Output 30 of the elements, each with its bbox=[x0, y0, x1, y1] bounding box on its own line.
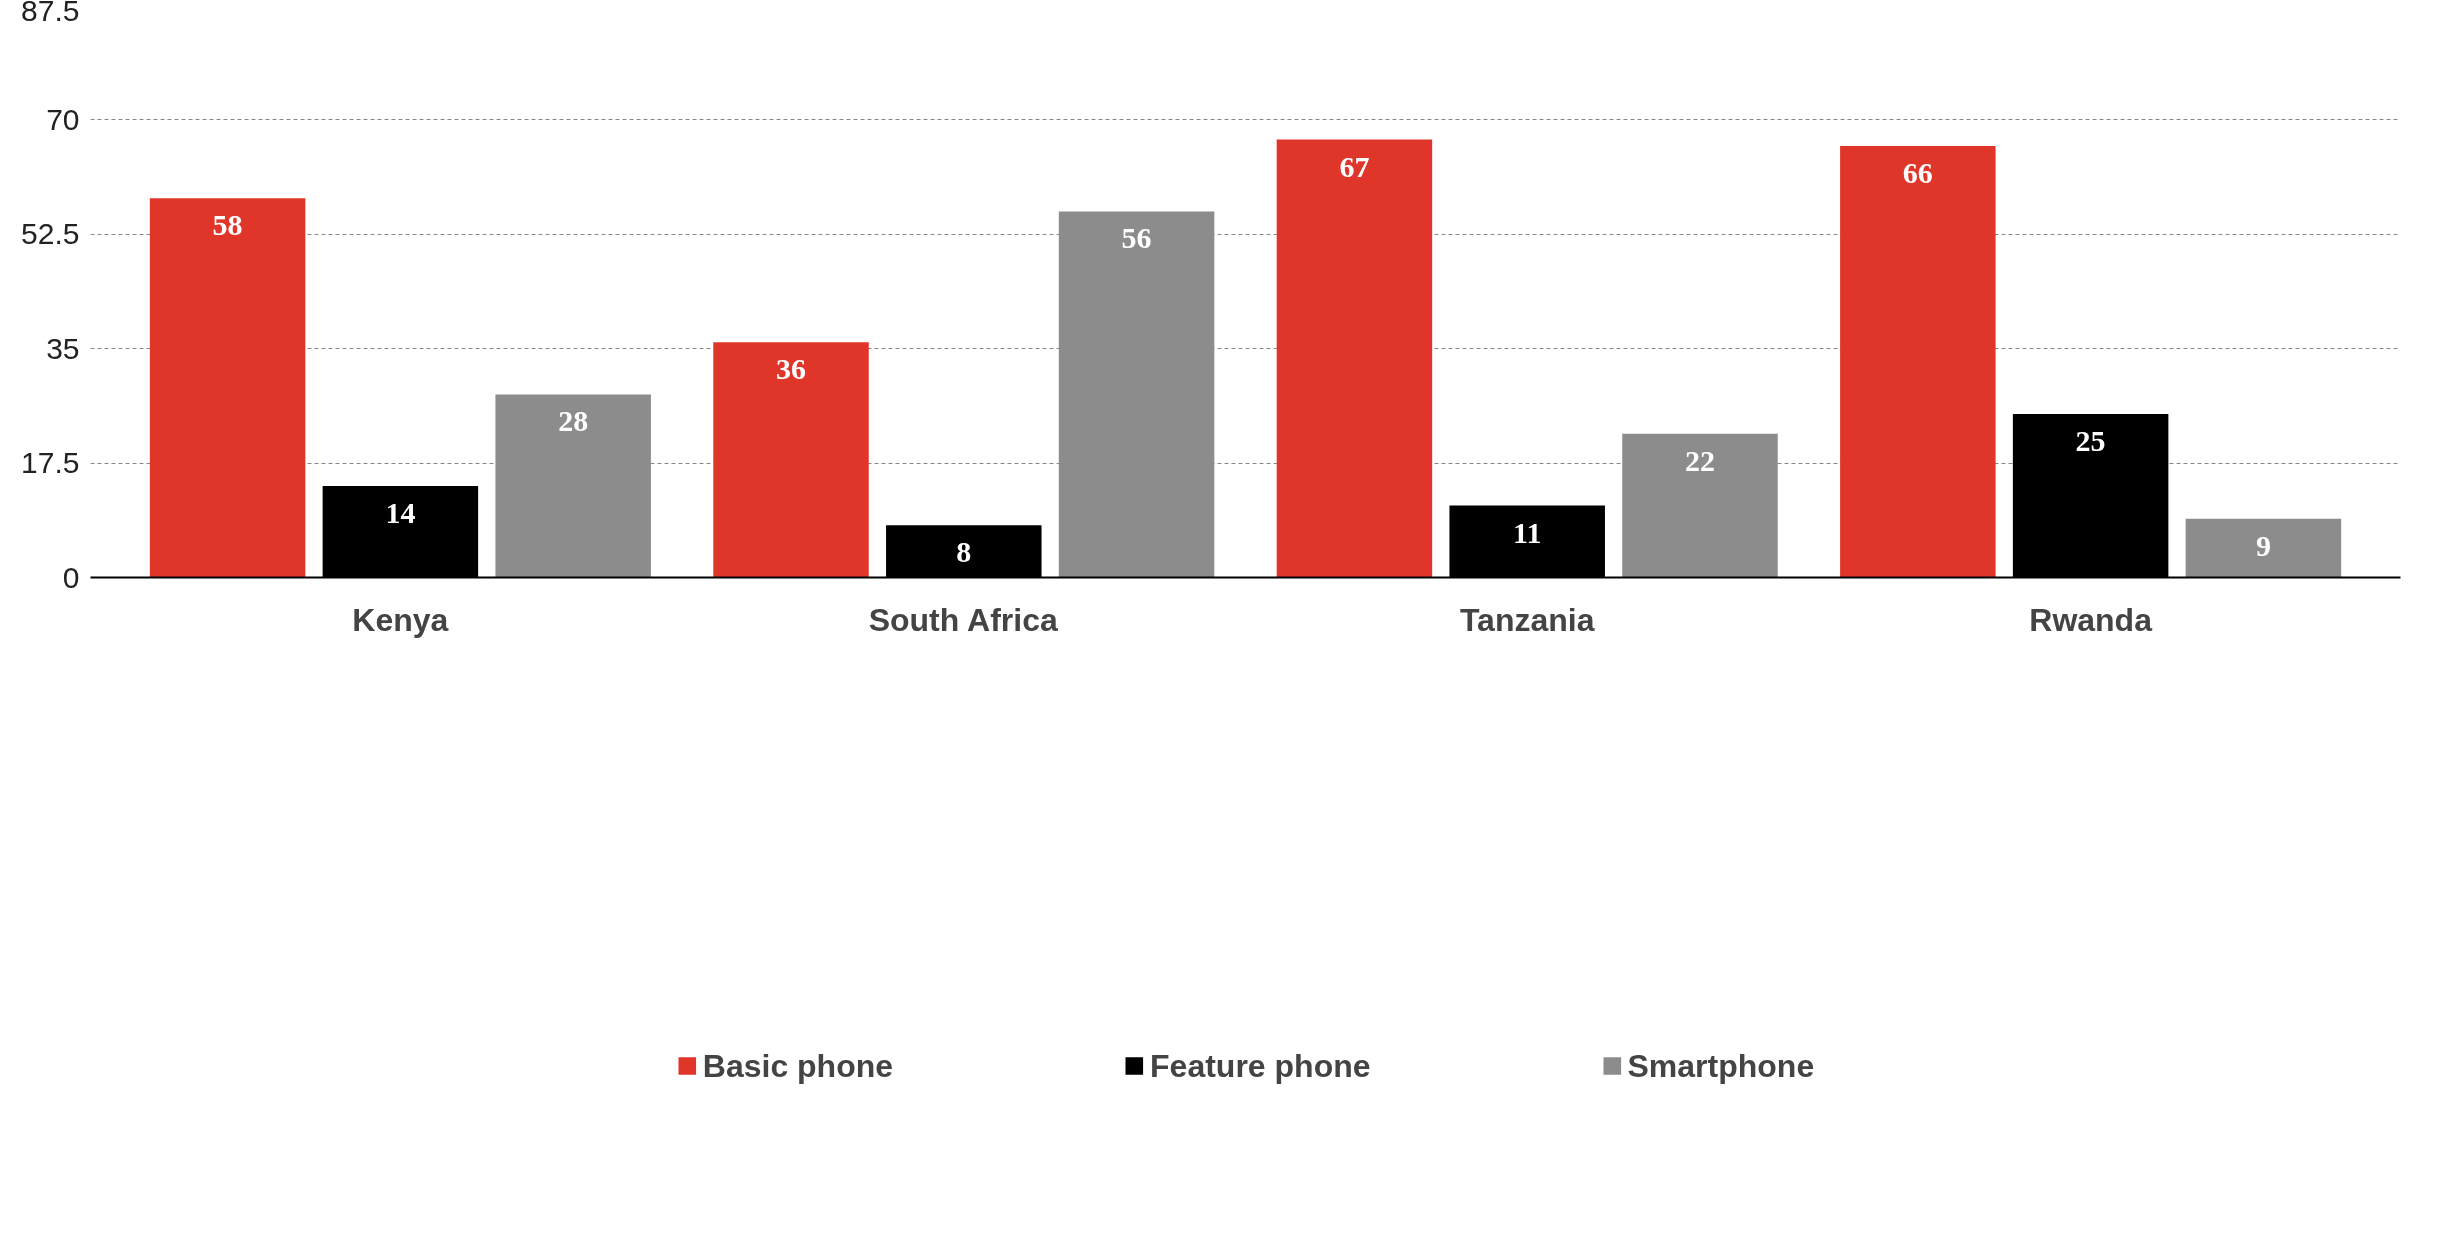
y-tick-label: 35 bbox=[46, 331, 80, 365]
y-tick-label: 70 bbox=[46, 102, 80, 136]
data-label: 66 bbox=[1902, 156, 1933, 190]
data-label: 11 bbox=[1513, 515, 1542, 549]
data-label: 58 bbox=[212, 208, 243, 242]
legend-label: Smartphone bbox=[1627, 1047, 1815, 1085]
data-label: 56 bbox=[1121, 221, 1152, 255]
x-tick-label: Kenya bbox=[352, 601, 449, 638]
data-label: 25 bbox=[2075, 424, 2106, 458]
data-label: 22 bbox=[1684, 443, 1715, 477]
data-label: 14 bbox=[385, 495, 416, 529]
bar bbox=[1276, 139, 1433, 578]
data-label: 8 bbox=[956, 535, 972, 569]
data-label: 9 bbox=[2255, 528, 2271, 562]
data-label: 67 bbox=[1339, 149, 1370, 183]
y-tick-label: 52.5 bbox=[21, 217, 80, 251]
data-label: 28 bbox=[558, 404, 589, 438]
y-tick-label: 17.5 bbox=[21, 446, 80, 480]
bar bbox=[713, 342, 869, 578]
legend-label: Feature phone bbox=[1150, 1047, 1371, 1085]
x-tick-label: Tanzania bbox=[1459, 601, 1595, 638]
bar bbox=[2185, 518, 2342, 578]
bar bbox=[149, 198, 306, 578]
data-label: 36 bbox=[776, 352, 807, 386]
y-tick-label: 0 bbox=[62, 560, 80, 594]
x-tick-label: Rwanda bbox=[2029, 601, 2153, 638]
y-tick-label: 87.5 bbox=[21, 0, 80, 27]
x-tick-label: South Africa bbox=[868, 601, 1058, 638]
legend-label: Basic phone bbox=[702, 1047, 894, 1085]
bar bbox=[1840, 146, 1996, 578]
